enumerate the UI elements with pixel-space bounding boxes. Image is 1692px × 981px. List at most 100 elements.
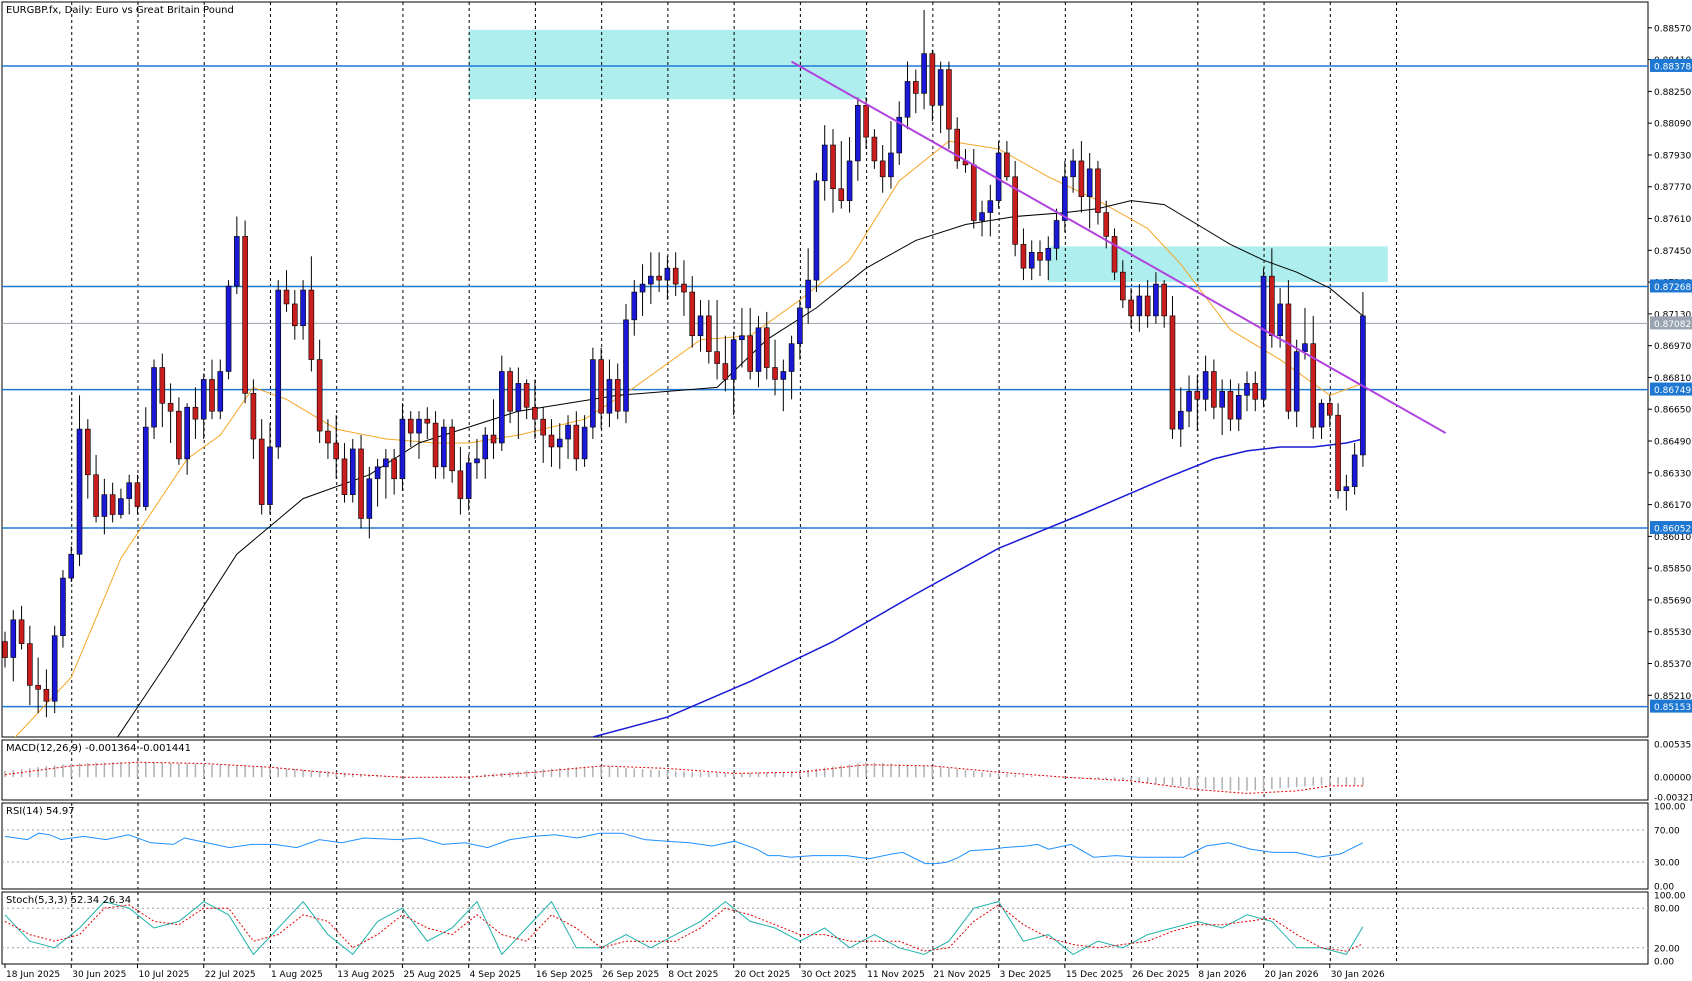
time-tick-label: 4 Sep 2025	[470, 970, 521, 980]
current-price-tag	[1650, 316, 1692, 330]
candle-bull	[987, 200, 994, 213]
candle-bull	[142, 426, 149, 507]
candle-bear	[134, 482, 141, 507]
candle-bear	[27, 643, 33, 686]
candle-bull	[788, 343, 795, 372]
level-tag	[1650, 279, 1692, 293]
candle-bear	[1211, 371, 1217, 408]
candle-bull	[101, 494, 108, 517]
candle-bear	[316, 359, 323, 432]
level-tag-label: 0.86052	[1654, 525, 1691, 535]
candle-bear	[722, 363, 729, 380]
price-tick-label: 0.86010	[1654, 533, 1691, 543]
price-tick-label: 0.87770	[1654, 183, 1691, 193]
candle-bull	[1351, 454, 1358, 488]
candle-bear	[863, 104, 869, 138]
level-tag-label: 0.85153	[1654, 703, 1691, 713]
candle-bear	[598, 359, 604, 414]
candle-bear	[167, 402, 174, 412]
candle-bull	[921, 53, 927, 94]
candle-bear	[1310, 343, 1317, 428]
candle-bear	[308, 289, 315, 360]
trendline[interactable]	[791, 60, 1447, 434]
candle-bull	[1186, 391, 1192, 412]
rsi-levels	[2, 829, 1648, 863]
candle-bull	[474, 458, 480, 464]
candle-bull	[1302, 343, 1308, 352]
zone-1[interactable]	[1048, 246, 1388, 283]
candle-bull	[234, 236, 240, 287]
candle-bear	[772, 367, 778, 380]
stoch-panel[interactable]: Stoch(5,3,3) 52.34 26.34 100.00 80.00 20.0…	[1, 891, 1686, 968]
candle-bull	[821, 144, 828, 182]
price-tick-label: 0.85370	[1654, 660, 1691, 670]
candle-bear	[18, 619, 25, 644]
candle-bear	[1128, 299, 1134, 317]
time-tick-label: 30 Jun 2025	[72, 970, 126, 980]
candle-bull	[813, 180, 820, 281]
level-tag	[1650, 521, 1692, 535]
macd-panel[interactable]: MACD(12,26,9) -0.001364 -0.001441 0.0053…	[1, 739, 1692, 804]
time-tick-label: 18 Jun 2025	[6, 970, 60, 980]
candle-bear	[763, 327, 770, 368]
stoch-axis: 100.00 80.00 20.00 0.00	[1654, 892, 1686, 968]
candle-bear	[540, 418, 547, 436]
candle-bear	[432, 422, 439, 468]
candle-bull	[275, 289, 282, 448]
candle-bull	[300, 289, 306, 327]
time-tick-label: 26 Dec 2025	[1132, 970, 1190, 980]
level-tag	[1650, 382, 1692, 396]
candle-bear	[1327, 402, 1333, 416]
candle-bull	[565, 424, 571, 440]
candle-bull	[10, 619, 17, 658]
rsi-label: RSI(14) 54.97	[6, 806, 75, 817]
candle-bear	[291, 303, 298, 327]
candle-bull	[184, 406, 190, 460]
candle-bull	[1318, 402, 1325, 428]
price-tick-label: 0.85850	[1654, 565, 1691, 575]
candle-bull	[1235, 395, 1242, 420]
time-tick-label: 30 Oct 2025	[801, 970, 857, 980]
candle-bear	[457, 470, 464, 499]
candle-bull	[623, 319, 629, 412]
candle-bear	[1252, 383, 1259, 400]
candle-bull	[1045, 248, 1052, 261]
rsi-tick-label: 30.00	[1654, 859, 1680, 869]
candle-bear	[325, 430, 331, 444]
stoch-vgrid	[71, 892, 1398, 964]
candle-bear	[258, 438, 265, 505]
candle-bull	[267, 446, 273, 505]
stoch-tick-label: 20.00	[1654, 944, 1680, 954]
candle-bear	[1194, 391, 1201, 400]
candle-bull	[581, 426, 588, 460]
candle-bear	[871, 136, 878, 162]
candle-bull	[1277, 303, 1283, 337]
macd-vgrid	[71, 740, 1398, 800]
stoch-tick-label: 0.00	[1654, 958, 1674, 968]
time-tick-label: 1 Aug 2025	[271, 970, 323, 980]
candle-bear	[242, 236, 248, 394]
macd-label: MACD(12,26,9) -0.001364 -0.001441	[6, 743, 191, 754]
candle-bear	[1111, 236, 1118, 273]
price-tick-label: 0.87130	[1654, 310, 1691, 320]
time-tick-label: 16 Sep 2025	[536, 970, 593, 980]
time-tick-label: 15 Dec 2025	[1066, 970, 1124, 980]
candle-bear	[614, 379, 621, 412]
rsi-panel-frame	[1, 802, 1649, 890]
price-axis: 0.885700.884100.882500.880900.879300.877…	[1648, 24, 1692, 713]
candle-bear	[1285, 303, 1292, 412]
main-panel[interactable]: EURGBP.fx, Daily: Euro vs Great Britain …	[0, 1, 1649, 757]
candle-bear	[714, 351, 720, 364]
candle-bull	[399, 418, 406, 480]
candle-bull	[515, 383, 522, 412]
candle-bull	[556, 438, 563, 448]
rsi-tick-label: 100.00	[1654, 803, 1686, 813]
horizontal-levels[interactable]	[2, 65, 1648, 708]
main-panel-frame	[1, 1, 1649, 738]
candle-bull	[1260, 275, 1267, 400]
candle-bear	[838, 188, 845, 201]
rsi-panel[interactable]: RSI(14) 54.97 100.00 70.00 30.00 0.00	[1, 802, 1686, 893]
candle-bull	[374, 466, 381, 480]
candle-bull	[631, 291, 638, 321]
